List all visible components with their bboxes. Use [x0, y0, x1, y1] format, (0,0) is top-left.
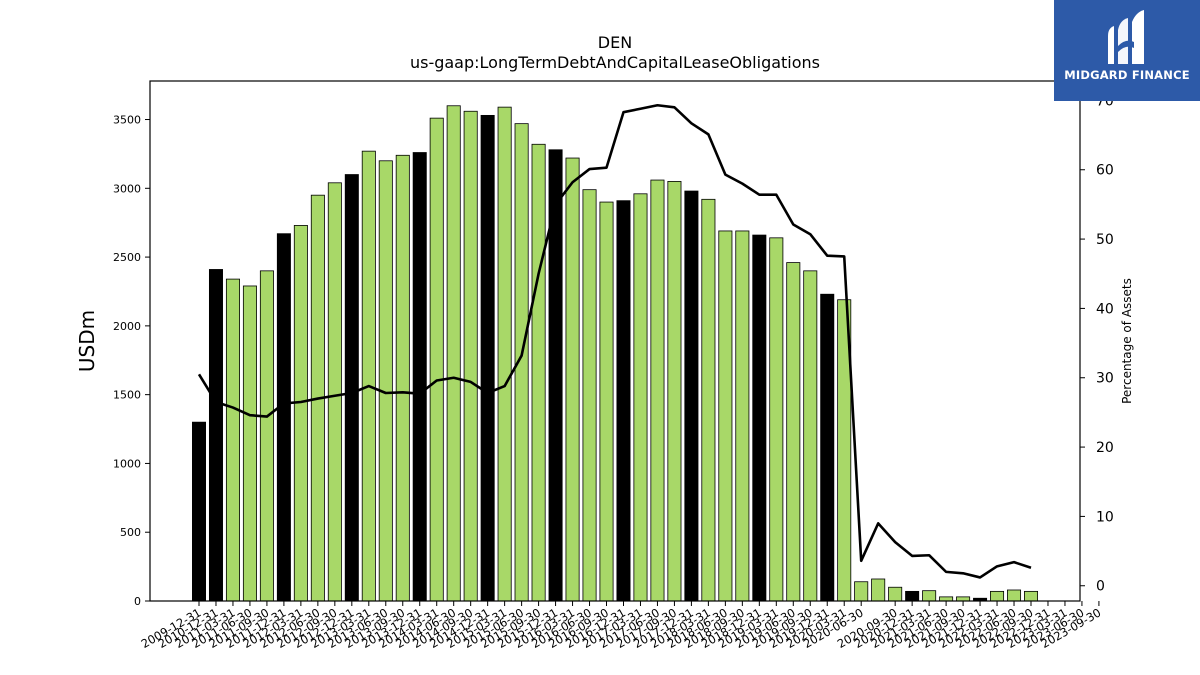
bar-2019-12-31 — [820, 293, 835, 602]
plot-frame — [149, 80, 1081, 602]
bar-2021-03-31 — [922, 590, 937, 602]
bar-2019-03-31 — [769, 237, 784, 602]
bar-2018-09-30 — [735, 230, 750, 602]
axes: 0 500 1000 1500 2000 2500 3000 3500 0 10 20 30 40 50 6… — [113, 80, 1114, 651]
bar-2010-12-31 — [208, 269, 223, 602]
bar-2022-03-31 — [990, 590, 1005, 602]
bar-2020-06-30 — [854, 581, 869, 602]
bar-2016-12-31 — [616, 200, 631, 602]
bar-2018-03-31 — [701, 198, 716, 602]
y-tick-label: 500 — [120, 526, 141, 539]
y2-tick-label: 20 — [1096, 440, 1114, 456]
bar-2013-12-31 — [412, 152, 427, 602]
bar-2017-12-31 — [684, 190, 699, 602]
bar-2013-06-30 — [378, 160, 393, 602]
bar-2020-12-31 — [905, 590, 920, 602]
y2-tick-label: 40 — [1096, 301, 1114, 317]
bar-2014-03-31 — [429, 117, 444, 602]
bar-2015-12-31 — [548, 149, 563, 602]
bar-2013-03-31 — [361, 150, 376, 602]
bar-2017-09-30 — [667, 181, 682, 602]
bar-2022-06-30 — [1007, 589, 1022, 602]
bar-2012-09-30 — [327, 182, 342, 602]
bar-2018-06-30 — [718, 230, 733, 602]
bar-2015-03-31 — [497, 106, 512, 602]
y-tick-label: 1000 — [113, 457, 141, 470]
bar-2014-12-31 — [480, 114, 495, 602]
y-tick-label: 1500 — [113, 389, 141, 402]
bar-2016-09-30 — [599, 201, 614, 602]
y-tick-label: 2500 — [113, 251, 141, 264]
y-tick-label: 2000 — [113, 320, 141, 333]
bar-2013-09-30 — [395, 154, 410, 602]
y-tick-label: 3000 — [113, 182, 141, 195]
bar-2011-03-31 — [225, 278, 240, 602]
bar-2011-06-30 — [242, 285, 257, 602]
y2-tick-label: 50 — [1096, 232, 1114, 248]
bar-2021-06-30 — [939, 596, 954, 602]
chart-subtitle: us-gaap:LongTermDebtAndCapitalLeaseOblig… — [410, 53, 820, 72]
bar-2015-09-30 — [531, 143, 546, 602]
y2-tick-label: 0 — [1096, 579, 1105, 595]
y2-tick-label: 30 — [1096, 371, 1114, 387]
bar-2019-06-30 — [786, 262, 801, 602]
chart-title: DEN — [598, 33, 632, 52]
brand-logo: MIDGARD FINANCE — [1054, 0, 1200, 101]
y2-axis-label: Percentage of Assets — [1120, 278, 1134, 404]
bar-2012-12-31 — [344, 174, 359, 602]
logo-text: MIDGARD FINANCE — [1064, 68, 1190, 82]
bar-2016-03-31 — [565, 157, 580, 602]
bar-2014-06-30 — [446, 105, 461, 602]
bar-2018-12-31 — [752, 234, 767, 602]
line-series — [197, 103, 1032, 579]
midgard-logo-icon — [1108, 10, 1144, 64]
bar-2020-09-18 — [871, 578, 886, 602]
bar-2009-12-31 — [191, 421, 206, 602]
bar-2017-03-31 — [633, 193, 648, 602]
bar-2020-09-30 — [888, 586, 903, 602]
bar-2019-09-30 — [803, 270, 818, 602]
bar-2012-03-31 — [293, 225, 308, 602]
y-tick-label: 0 — [134, 595, 141, 608]
y-tick-label: 3500 — [113, 114, 141, 127]
bar-2016-06-30 — [582, 189, 597, 602]
bar-2014-09-30 — [463, 110, 478, 602]
bar-2017-06-30 — [650, 179, 665, 602]
bar-2022-09-30 — [1024, 590, 1039, 602]
bar-2011-09-30 — [259, 270, 274, 602]
pct-assets-line — [197, 103, 1032, 579]
y2-tick-label: 60 — [1096, 163, 1114, 179]
bar-series — [191, 105, 1039, 602]
y-axis-label: USDm — [75, 310, 99, 372]
y2-tick-label: 10 — [1096, 509, 1114, 525]
bar-2021-09-30 — [956, 596, 971, 602]
bar-2011-12-31 — [276, 233, 291, 602]
